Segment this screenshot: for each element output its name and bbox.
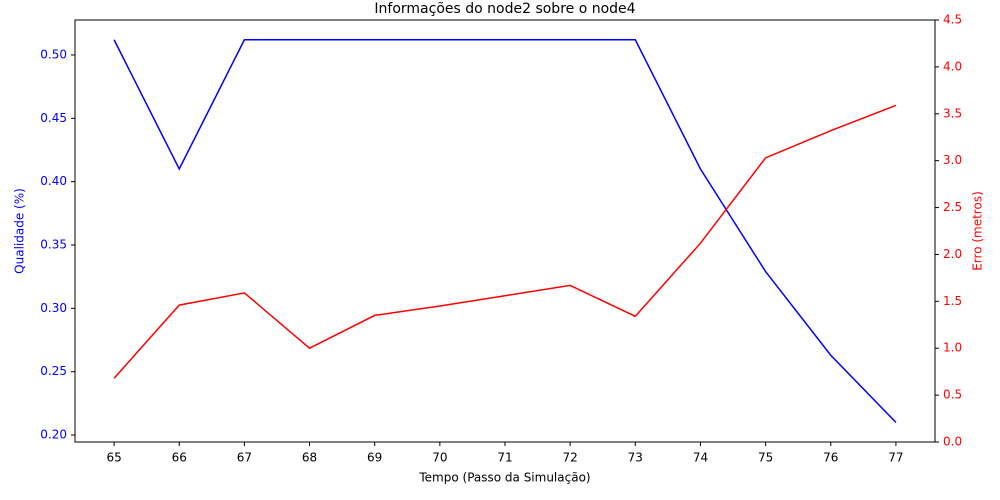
y-tick-label: 0.25 — [40, 364, 67, 378]
x-tick-label: 68 — [302, 451, 317, 465]
x-tick-label: 76 — [823, 451, 838, 465]
x-tick-label: 66 — [172, 451, 187, 465]
x-tick-label: 77 — [888, 451, 903, 465]
chart-title: Informações do node2 sobre o node4 — [374, 1, 635, 17]
plot-frame — [74, 19, 936, 443]
x-tick-label: 65 — [106, 451, 121, 465]
y-tick-label: 0.50 — [40, 47, 67, 61]
y-axis-label: Qualidade (%) — [13, 188, 27, 274]
x-tick-label: 75 — [758, 451, 773, 465]
x-tick-label: 73 — [628, 451, 643, 465]
x-tick-label: 72 — [563, 451, 578, 465]
x-tick-label: 70 — [432, 451, 447, 465]
y2-tick-label: 1.5 — [943, 294, 962, 308]
y2-tick-label: 0.5 — [943, 388, 962, 402]
y2-tick-label: 4.5 — [943, 13, 962, 27]
y-tick-label: 0.40 — [40, 174, 67, 188]
y2-tick-label: 3.0 — [943, 153, 962, 167]
y-tick-label: 0.30 — [40, 301, 67, 315]
y2-tick-label: 1.0 — [943, 341, 962, 355]
x-tick-label: 74 — [693, 451, 708, 465]
x-tick-label: 67 — [237, 451, 252, 465]
y-tick-label: 0.20 — [40, 428, 67, 442]
y2-tick-label: 3.5 — [943, 106, 962, 120]
y2-tick-label: 2.0 — [943, 247, 962, 261]
y2-tick-label: 0.0 — [943, 435, 962, 449]
data-line — [113, 39, 897, 423]
x-axis-label: Tempo (Passo da Simulação) — [418, 471, 590, 485]
x-tick-label: 69 — [367, 451, 382, 465]
data-line — [113, 104, 897, 379]
x-tick-label: 71 — [497, 451, 512, 465]
y2-axis-label: Erro (metros) — [971, 191, 985, 271]
y-tick-label: 0.45 — [40, 111, 67, 125]
y-tick-label: 0.35 — [40, 237, 67, 251]
y2-tick-label: 2.5 — [943, 200, 962, 214]
y2-tick-label: 4.0 — [943, 59, 962, 73]
